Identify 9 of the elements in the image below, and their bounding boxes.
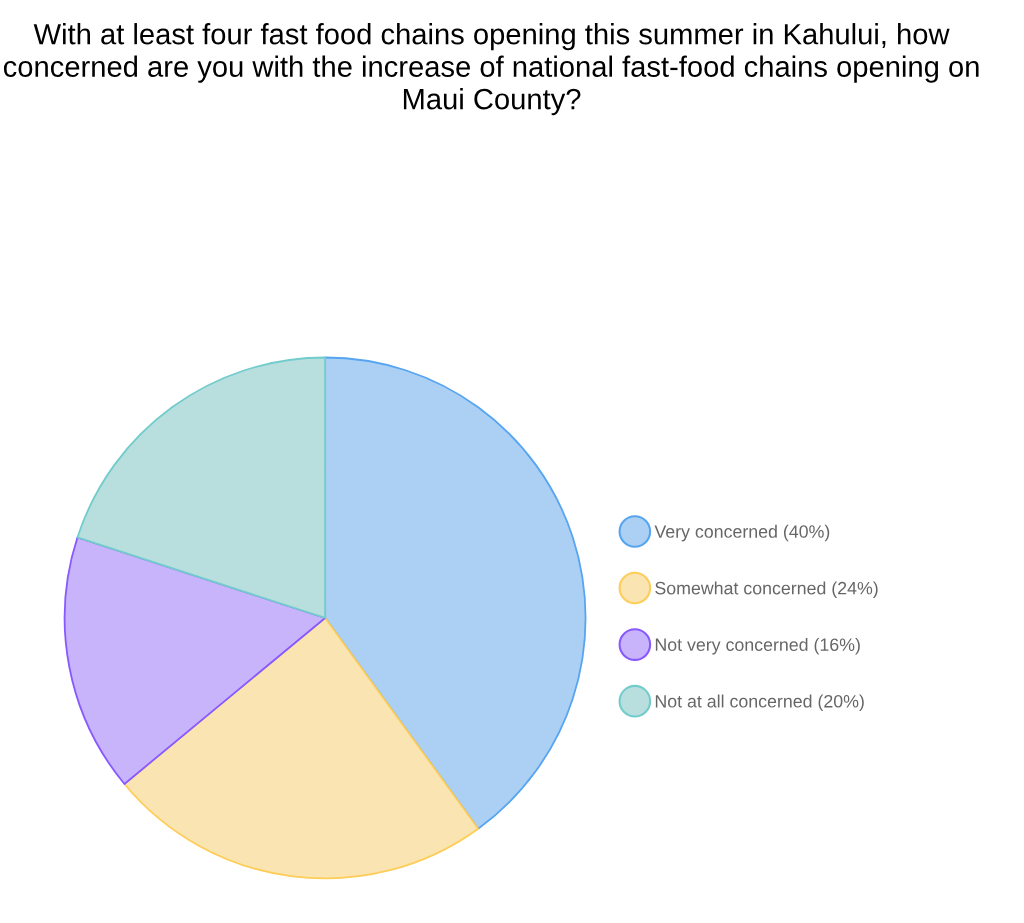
pie-slice (324, 356, 587, 830)
pie-slice (123, 617, 480, 880)
chart-title: With at least four fast food chains opening this summer in Kahului, how concerned are you with the increase of national fast-food chains opening on Maui County? (3, 23, 979, 116)
legend-label: Somewhat concerned (24%) (655, 581, 878, 598)
legend-label: Very concerned (40%) (654, 524, 830, 542)
legend-label: Not at all concerned (20%) (655, 694, 864, 712)
pie-slice (76, 356, 327, 619)
legend-label: Not very concerned (16%) (655, 637, 860, 655)
pie-slice (63, 536, 327, 785)
